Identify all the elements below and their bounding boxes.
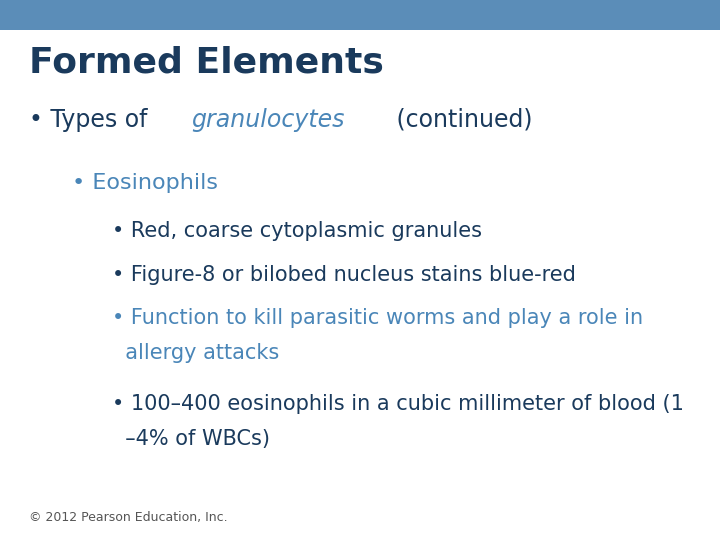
Text: Formed Elements: Formed Elements — [29, 46, 384, 80]
Text: • 100–400 eosinophils in a cubic millimeter of blood (1: • 100–400 eosinophils in a cubic millime… — [112, 394, 683, 414]
Text: (continued): (continued) — [390, 108, 533, 132]
FancyBboxPatch shape — [0, 0, 720, 30]
Text: © 2012 Pearson Education, Inc.: © 2012 Pearson Education, Inc. — [29, 511, 228, 524]
Text: • Red, coarse cytoplasmic granules: • Red, coarse cytoplasmic granules — [112, 221, 482, 241]
Text: • Eosinophils: • Eosinophils — [72, 173, 218, 193]
Text: • Function to kill parasitic worms and play a role in: • Function to kill parasitic worms and p… — [112, 308, 643, 328]
Text: • Figure-8 or bilobed nucleus stains blue-red: • Figure-8 or bilobed nucleus stains blu… — [112, 265, 575, 285]
Text: granulocytes: granulocytes — [192, 108, 345, 132]
Text: allergy attacks: allergy attacks — [112, 343, 279, 363]
Text: –4% of WBCs): –4% of WBCs) — [112, 429, 269, 449]
Text: • Types of: • Types of — [29, 108, 155, 132]
